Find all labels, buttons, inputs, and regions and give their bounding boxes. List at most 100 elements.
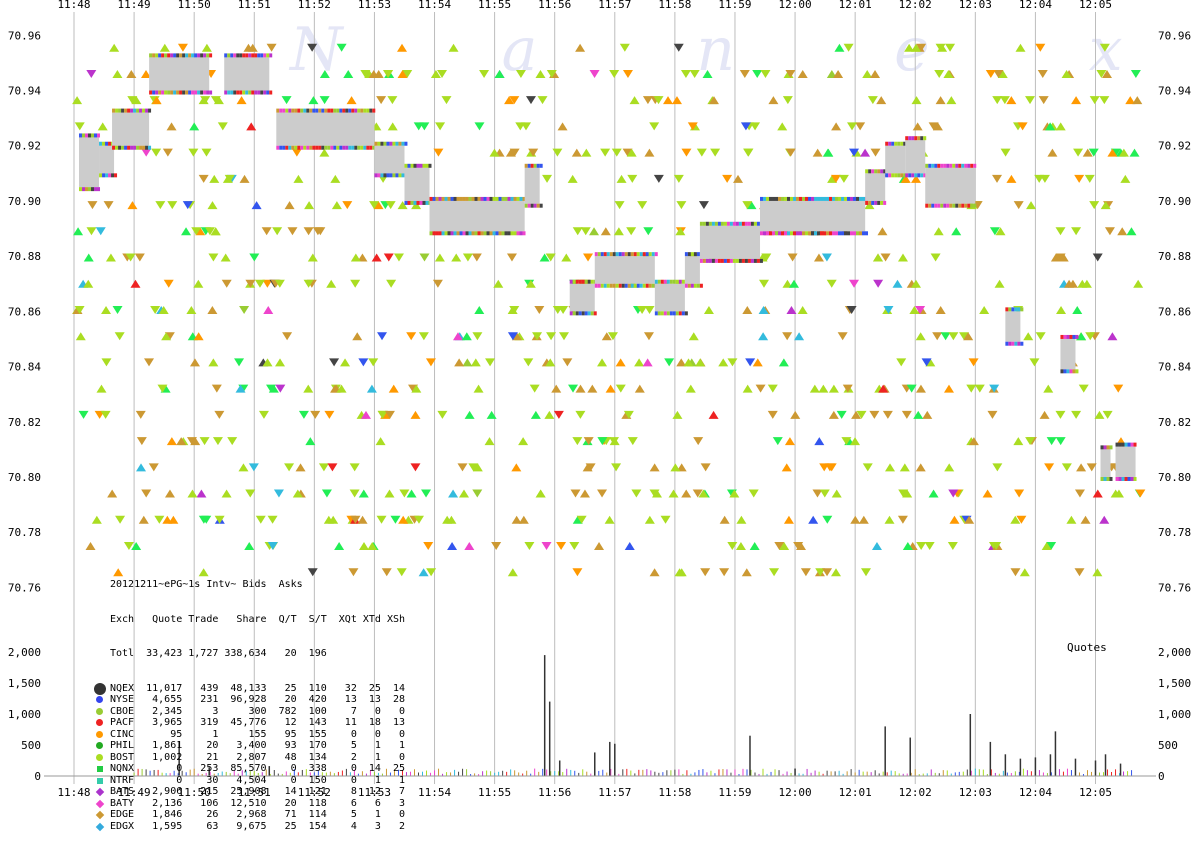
nbbo-stripe (345, 108, 349, 113)
x-tick-label-bottom: 11:56 (538, 786, 571, 799)
quote-marker (850, 437, 861, 446)
nbbo-stripe (374, 141, 378, 146)
quote-marker (138, 515, 149, 524)
nbbo-edge-stripes (524, 163, 543, 208)
nbbo-stripe (880, 169, 884, 174)
nbbo-stripe (741, 221, 745, 226)
quote-marker (909, 305, 920, 314)
nbbo-stripe (239, 90, 243, 95)
nbbo-stripe (920, 136, 924, 141)
quote-marker (273, 489, 284, 498)
nbbo-stripe (606, 252, 610, 257)
nbbo-stripe (760, 231, 764, 236)
quote-marker (575, 43, 586, 52)
legend-marker-icon (96, 707, 103, 715)
quote-marker (437, 69, 448, 78)
quote-marker (758, 305, 769, 314)
quote-marker (580, 227, 591, 236)
nbbo-stripe (714, 221, 718, 226)
nbbo-stripe (790, 231, 794, 236)
nbbo-edge-stripes (1005, 307, 1024, 346)
nbbo-stripe (817, 196, 821, 201)
nbbo-edge-stripes (1115, 442, 1137, 481)
quote-marker (822, 568, 833, 577)
quote-marker (752, 69, 763, 78)
quote-marker (571, 148, 582, 157)
x-tick-label-top: 11:57 (598, 0, 631, 11)
legend-row-nyse: NYSE 4,655 231 96,928 20 420 13 13 28 (96, 694, 405, 706)
quote-marker (1082, 148, 1093, 157)
quote-marker (1038, 96, 1049, 105)
nbbo-stripe (309, 108, 313, 113)
quote-marker (915, 305, 926, 314)
quote-marker (1096, 69, 1107, 78)
nbbo-stripe (1106, 476, 1110, 481)
quote-marker (1102, 410, 1113, 419)
quote-marker (201, 43, 212, 52)
x-tick-label-bottom: 11:50 (178, 786, 211, 799)
nbbo-stripe (753, 221, 757, 226)
quote-marker (399, 489, 410, 498)
nbbo-stripe (480, 231, 484, 236)
nbbo-stripe (527, 203, 531, 208)
quote-marker (614, 201, 625, 210)
quote-marker (136, 463, 147, 472)
quote-marker (1025, 96, 1036, 105)
nbbo-stripe (435, 196, 439, 201)
nbbo-stripe (173, 53, 177, 58)
nbbo-stripe (227, 90, 231, 95)
nbbo-spread-block (760, 200, 866, 232)
quote-marker (935, 305, 946, 314)
nbbo-stripe (477, 231, 481, 236)
quote-marker (849, 148, 860, 157)
nbbo-stripe (102, 141, 106, 146)
quote-marker (979, 305, 990, 314)
nbbo-stripe (621, 252, 625, 257)
nbbo-stripe (1075, 369, 1079, 374)
quote-marker (660, 515, 671, 524)
quote-marker (814, 437, 825, 446)
quote-marker (1006, 96, 1017, 105)
nbbo-spread-block (276, 112, 375, 146)
nbbo-stripe (79, 187, 83, 192)
quote-marker (616, 174, 627, 183)
quote-marker (609, 69, 620, 78)
nbbo-stripe (263, 53, 267, 58)
nbbo-stripe (732, 221, 736, 226)
nbbo-stripe (1069, 369, 1073, 374)
nbbo-stripe (519, 231, 523, 236)
nbbo-stripe (569, 279, 573, 284)
x-tick-label-bottom: 11:53 (358, 786, 391, 799)
quote-marker (749, 541, 760, 550)
quote-marker (535, 489, 546, 498)
quote-marker (557, 122, 568, 131)
quote-marker (873, 279, 884, 288)
nbbo-stripe (750, 221, 754, 226)
quote-marker (813, 253, 824, 262)
nbbo-stripe (587, 311, 591, 316)
nbbo-stripe (642, 283, 646, 288)
quote-marker (383, 69, 394, 78)
quote-marker (1129, 148, 1140, 157)
quote-marker (96, 384, 107, 393)
quote-marker (634, 384, 645, 393)
quote-marker (319, 69, 330, 78)
nbbo-stripe (112, 108, 116, 113)
quote-marker (911, 43, 922, 52)
quote-marker (244, 541, 255, 550)
nbbo-stripe (127, 108, 131, 113)
nbbo-stripe (354, 108, 358, 113)
legend-title: 20121211~ePG~1s Intv~ Bids Asks (110, 579, 303, 590)
nbbo-stripe (251, 90, 255, 95)
nbbo-stripe (1121, 442, 1125, 447)
quote-marker (991, 541, 1002, 550)
quote-marker (368, 358, 379, 367)
nbbo-stripe (348, 108, 352, 113)
nbbo-stripe (808, 231, 812, 236)
nbbo-stripe (495, 196, 499, 201)
quote-marker (727, 358, 738, 367)
nbbo-stripe (600, 283, 604, 288)
quote-marker (393, 253, 404, 262)
quote-marker (1094, 410, 1105, 419)
quote-marker (583, 437, 594, 446)
